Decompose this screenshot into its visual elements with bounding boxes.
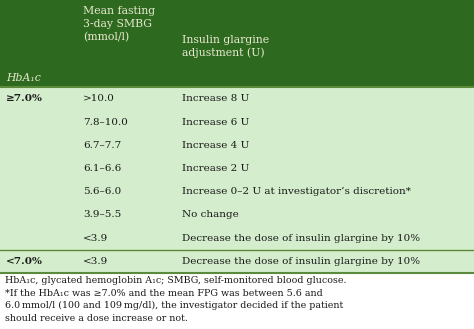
- Text: Decrease the dose of insulin glargine by 10%: Decrease the dose of insulin glargine by…: [182, 257, 420, 266]
- Text: 7.8–10.0: 7.8–10.0: [83, 117, 128, 127]
- Text: ≥7.0%: ≥7.0%: [6, 94, 43, 103]
- Text: Insulin glargine
adjustment (U): Insulin glargine adjustment (U): [182, 35, 270, 58]
- Text: >10.0: >10.0: [83, 94, 115, 103]
- Text: <7.0%: <7.0%: [6, 257, 43, 266]
- Text: 3.9–5.5: 3.9–5.5: [83, 211, 121, 219]
- Text: *If the HbA₁c was ≥7.0% and the mean FPG was between 5.6 and: *If the HbA₁c was ≥7.0% and the mean FPG…: [5, 289, 322, 298]
- Text: 6.1–6.6: 6.1–6.6: [83, 164, 121, 173]
- Text: 6.7–7.7: 6.7–7.7: [83, 141, 121, 150]
- Text: <3.9: <3.9: [83, 257, 108, 266]
- Text: <3.9: <3.9: [83, 234, 108, 243]
- Text: Mean fasting
3-day SMBG
(mmol/l): Mean fasting 3-day SMBG (mmol/l): [83, 6, 155, 42]
- Text: Increase 4 U: Increase 4 U: [182, 141, 250, 150]
- Bar: [0, 273, 474, 329]
- Text: 5.6–6.0: 5.6–6.0: [83, 187, 121, 196]
- Text: No change: No change: [182, 211, 239, 219]
- Text: Increase 8 U: Increase 8 U: [182, 94, 250, 103]
- Text: HbA₁c: HbA₁c: [6, 73, 41, 83]
- Text: Increase 2 U: Increase 2 U: [182, 164, 250, 173]
- Text: HbA₁c, glycated hemoglobin A₁c; SMBG, self-monitored blood glucose.: HbA₁c, glycated hemoglobin A₁c; SMBG, se…: [5, 276, 346, 285]
- Text: should receive a dose increase or not.: should receive a dose increase or not.: [5, 314, 188, 323]
- Text: Increase 6 U: Increase 6 U: [182, 117, 250, 127]
- Bar: [0, 0, 474, 87]
- Bar: [0, 87, 474, 273]
- Text: Increase 0–2 U at investigator’s discretion*: Increase 0–2 U at investigator’s discret…: [182, 187, 411, 196]
- Text: Decrease the dose of insulin glargine by 10%: Decrease the dose of insulin glargine by…: [182, 234, 420, 243]
- Text: 6.0 mmol/l (100 and 109 mg/dl), the investigator decided if the patient: 6.0 mmol/l (100 and 109 mg/dl), the inve…: [5, 301, 343, 310]
